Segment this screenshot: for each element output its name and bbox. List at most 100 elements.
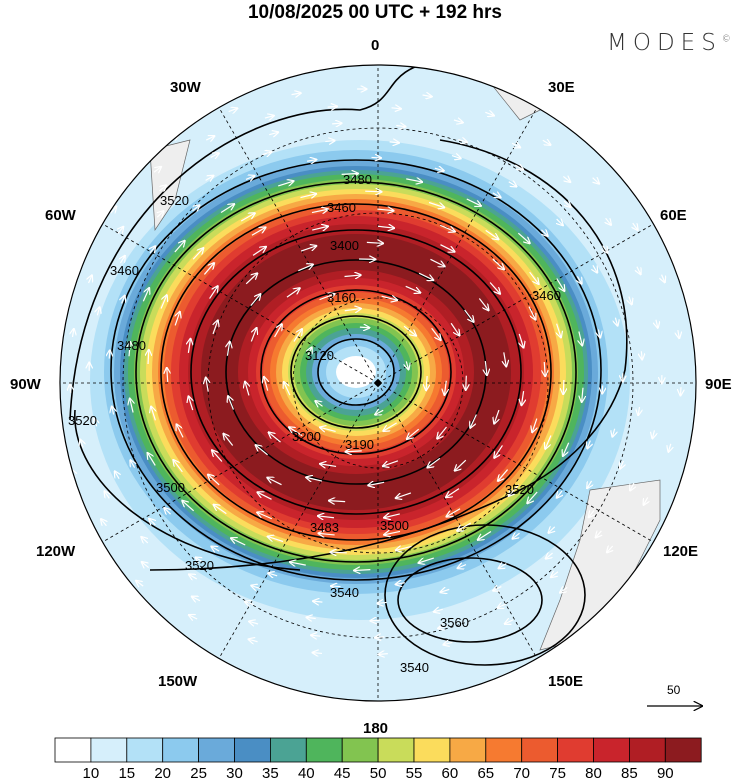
wind-vector	[112, 407, 114, 415]
colorbar-swatch	[521, 737, 559, 763]
wind-vector	[641, 351, 642, 359]
wind-vector	[231, 538, 246, 546]
wind-vector	[319, 294, 335, 301]
meridian-line	[218, 382, 379, 659]
wind-vector	[213, 321, 218, 335]
wind-vector	[167, 368, 168, 383]
logo-text: MODES	[607, 30, 722, 56]
wind-vector	[492, 193, 501, 197]
wind-vector	[652, 430, 654, 438]
wind-vector	[307, 617, 316, 618]
wind-vector	[542, 140, 551, 145]
wind-vector	[60, 489, 63, 497]
wind-vector	[656, 319, 658, 328]
wind-vector	[440, 244, 454, 252]
wind-vector	[638, 406, 639, 415]
contour-label: 3560	[440, 615, 469, 630]
lon-label-150e: 150E	[548, 673, 583, 690]
wind-vector	[214, 505, 227, 515]
contour-label: 3480	[117, 338, 146, 353]
meridian-line	[102, 382, 379, 543]
contour-label: 3520	[505, 482, 534, 497]
wind-vector	[532, 418, 537, 432]
colorbar-swatch	[90, 737, 128, 763]
lon-label-180: 180	[363, 720, 388, 737]
wind-vector	[130, 399, 133, 413]
wind-vector	[210, 153, 219, 157]
wind-vector	[318, 516, 335, 518]
wind-vector	[72, 329, 73, 338]
wind-vector	[365, 191, 381, 192]
wind-vector	[289, 427, 303, 437]
contour-labels: 3480 3520 3460 3400 3160 3120 3200 3190 …	[68, 172, 561, 675]
colorbar-swatch	[162, 737, 199, 763]
wind-vector	[174, 241, 185, 253]
wind-vector	[444, 642, 453, 644]
wind-vector	[142, 562, 150, 567]
wind-vector	[470, 414, 477, 428]
wind-vector	[396, 492, 412, 498]
wind-vector	[545, 435, 552, 448]
lon-label-120w: 120W	[36, 543, 76, 560]
wind-vector	[438, 626, 448, 628]
contour-label: 3460	[327, 200, 356, 215]
colorbar-label: 70	[513, 765, 531, 782]
wind-vector	[34, 320, 35, 328]
lon-label-30w: 30W	[170, 79, 202, 96]
wind-vector	[466, 375, 467, 390]
wind-vector	[519, 333, 523, 348]
wind-vector	[192, 248, 203, 260]
colorbar-swatch	[557, 737, 594, 763]
lon-label-60w: 60W	[45, 207, 77, 224]
wind-vector	[311, 209, 328, 212]
wind-vector	[151, 407, 155, 421]
wind-vector	[455, 459, 467, 470]
wind-vector	[344, 275, 361, 276]
colorbar-label: 85	[621, 765, 638, 782]
wind-vector	[662, 274, 665, 283]
lon-label-30e: 30E	[548, 79, 575, 96]
modes-logo: MODES©	[607, 30, 731, 56]
lon-label-120e: 120E	[663, 543, 698, 560]
lon-label-0: 0	[371, 37, 379, 54]
wind-vector	[220, 204, 234, 214]
wind-vector	[428, 457, 441, 467]
wind-vector	[633, 222, 638, 230]
wind-vector	[329, 501, 346, 502]
wind-vector	[332, 123, 341, 124]
wind-vector	[150, 246, 155, 254]
vector-reference-label: 50	[667, 683, 681, 697]
wind-vector	[313, 653, 323, 654]
wind-vector	[118, 227, 123, 234]
wind-vector	[556, 278, 565, 291]
colorbar-swatch	[234, 737, 271, 763]
wind-vector	[517, 232, 529, 243]
wind-vector	[311, 635, 321, 636]
wind-vector	[250, 328, 256, 342]
wind-vectors	[34, 89, 680, 654]
contour-label: 3520	[185, 558, 214, 573]
wind-vector	[389, 142, 399, 143]
contour-label: 3520	[68, 413, 97, 428]
wind-vector	[450, 322, 459, 335]
longitude-labels: 0 30E 60E 90E 120E 150E 180 150W 120W 90…	[10, 37, 732, 737]
wind-vector	[149, 519, 155, 525]
latitude-circle	[292, 297, 464, 469]
colorbar-label: 40	[297, 765, 315, 782]
colorbar-label: 65	[477, 765, 495, 782]
colorbar-label: 10	[82, 765, 100, 782]
wind-vector	[313, 601, 323, 602]
wind-vector	[458, 139, 467, 142]
logo-mark: ©	[721, 34, 731, 45]
wind-vector	[192, 205, 199, 210]
wind-vector	[228, 108, 237, 111]
wind-vector	[564, 201, 570, 207]
wind-vector	[205, 176, 214, 181]
colorbar-swatch	[449, 737, 487, 763]
wind-vector	[250, 294, 260, 307]
wind-vector	[396, 546, 412, 550]
wind-vector	[485, 112, 493, 115]
wind-vector	[308, 348, 311, 356]
colorbar	[54, 737, 702, 763]
